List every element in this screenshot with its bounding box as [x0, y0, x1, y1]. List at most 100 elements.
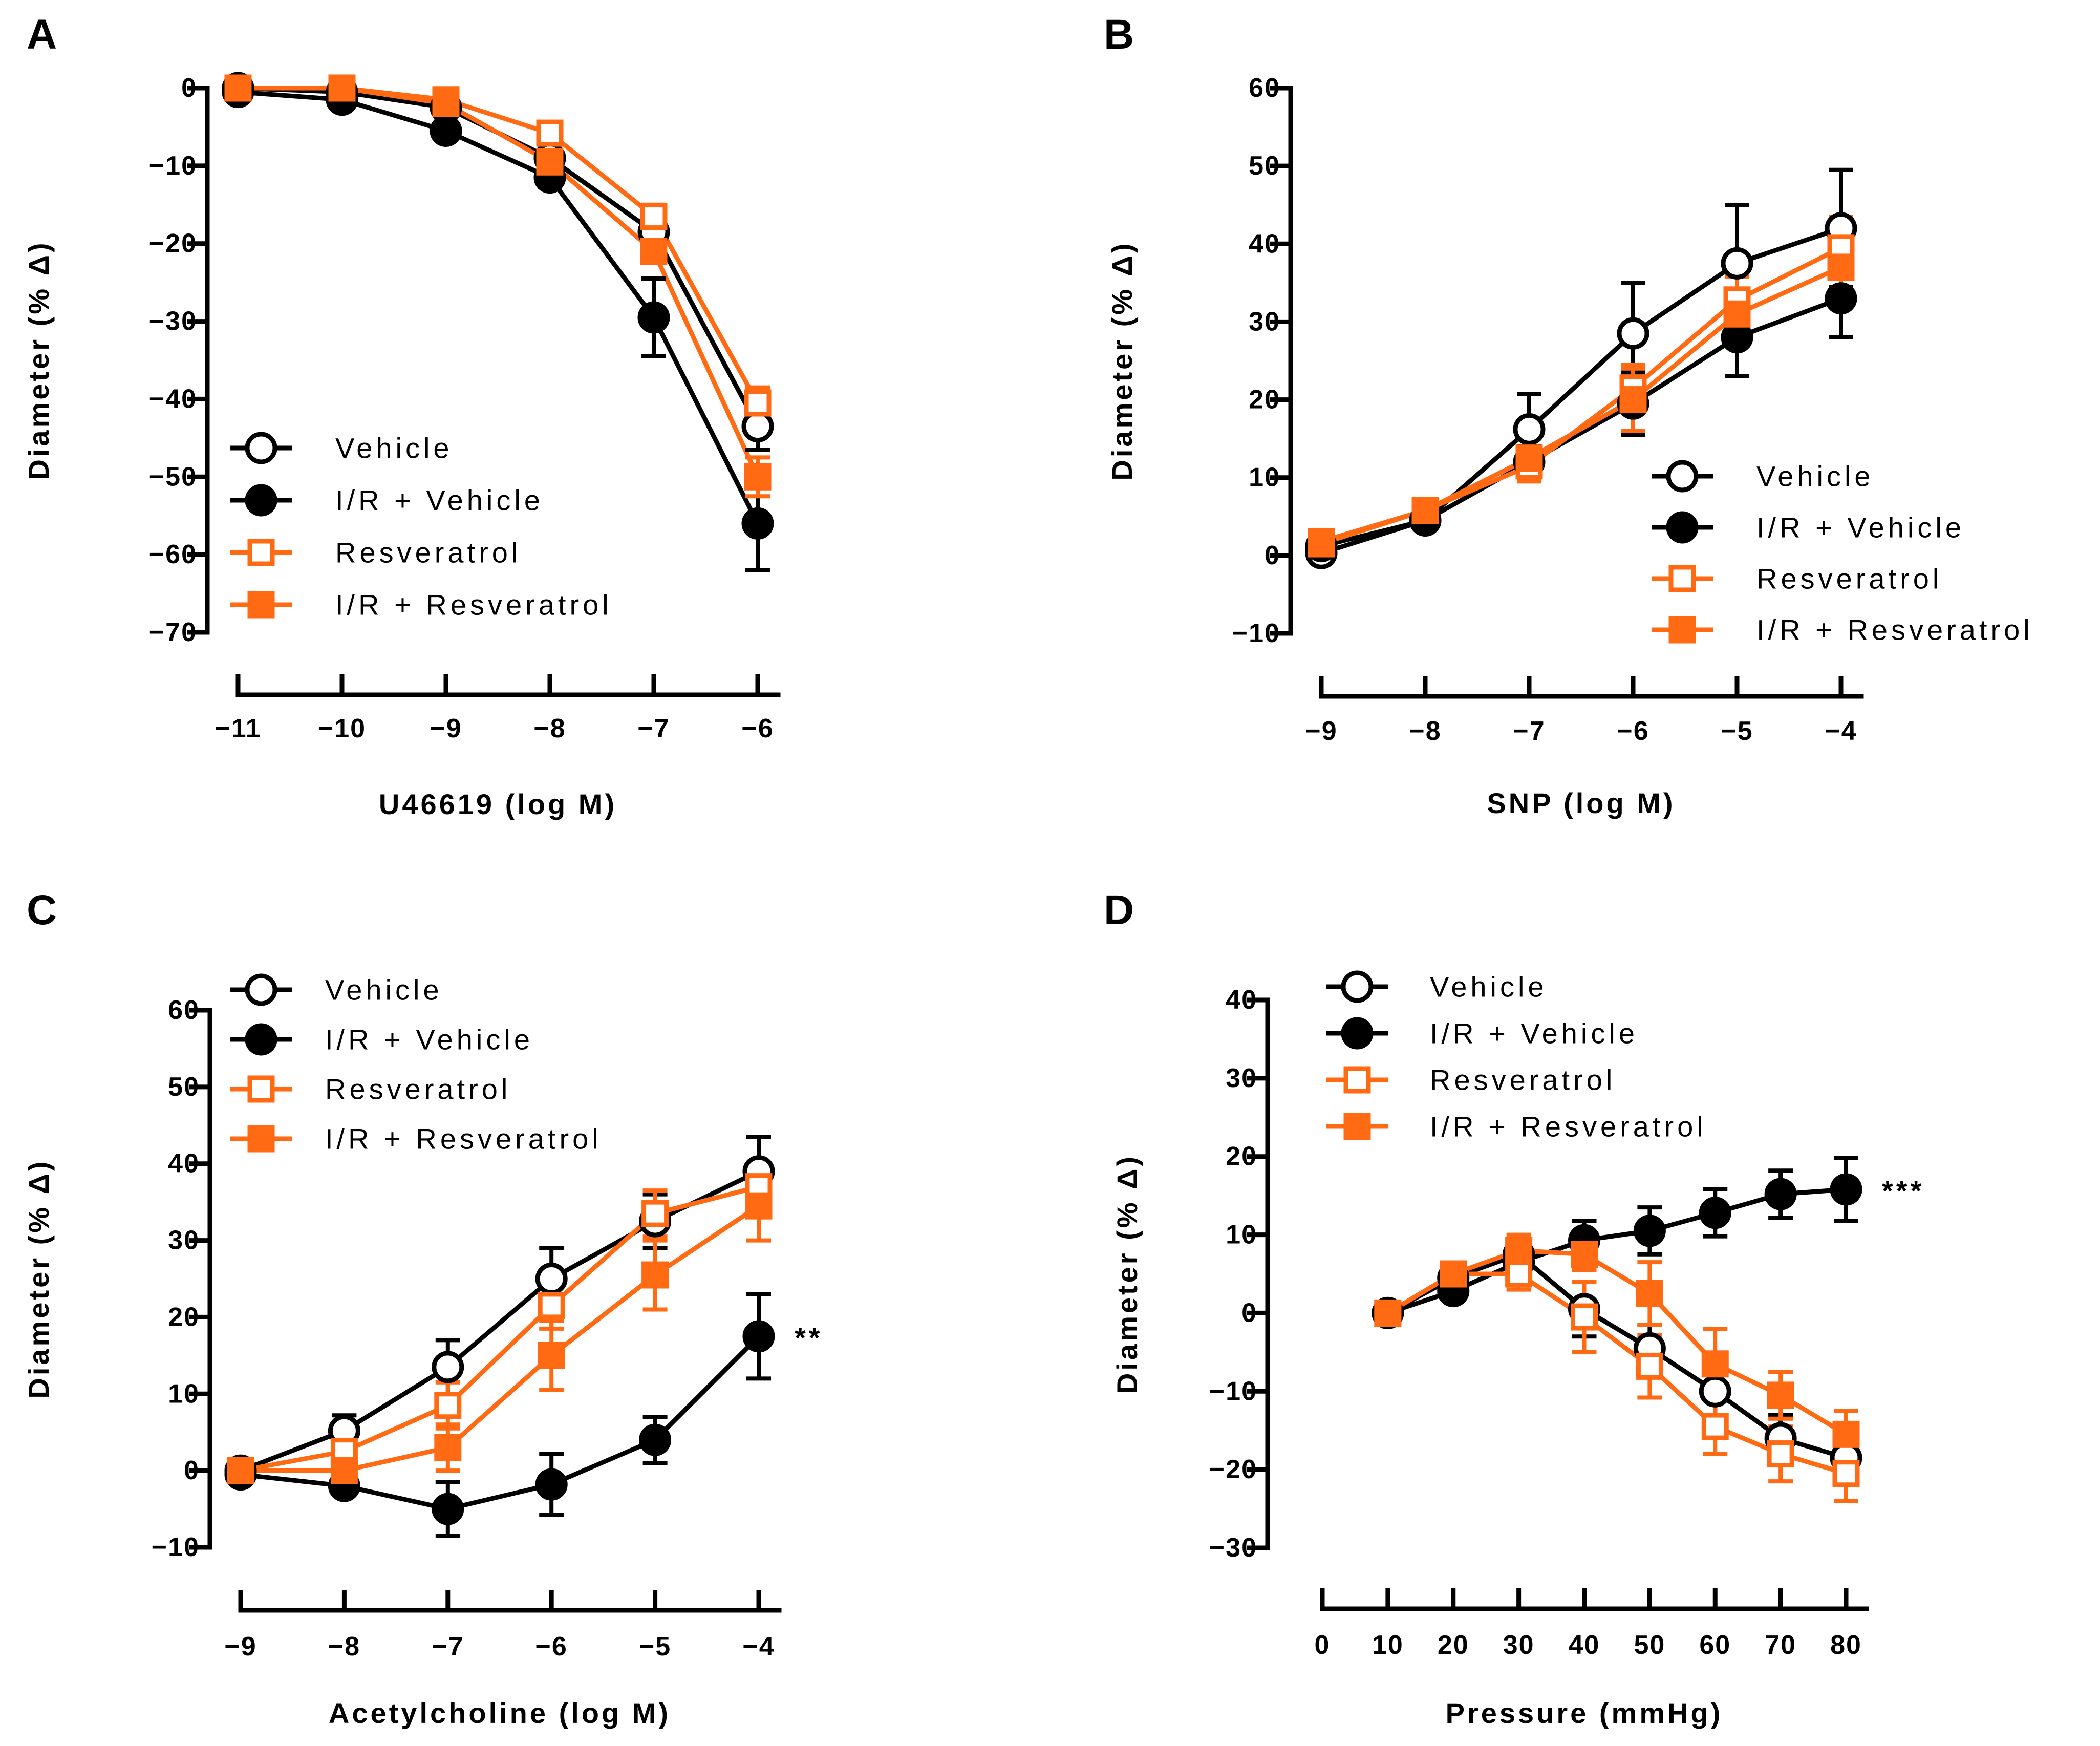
panel-c-data-point	[641, 1261, 669, 1289]
panel-a-y-tick-label: −70	[149, 618, 197, 647]
panel-a-data-point	[741, 410, 774, 443]
panel-d-x-tick-label: 50	[1634, 1630, 1665, 1660]
panel-b-y-tick-label: 10	[1249, 463, 1280, 493]
panel-d-x-tick-label: 60	[1699, 1630, 1731, 1660]
panel-a-legend-label: I/R + Resveratrol	[335, 589, 612, 621]
panel-d-data-point	[1764, 1178, 1797, 1210]
panel-a-x-tick-label: −10	[318, 714, 366, 743]
panel-c-data-point	[538, 1292, 565, 1319]
panel-d-data-point	[1699, 1197, 1731, 1229]
panel-d-data-point	[1699, 1375, 1731, 1408]
panel-a-y-tick-label: −20	[149, 229, 197, 259]
panel-b-legend-label: I/R + Vehicle	[1756, 512, 1965, 544]
panel-d-legend-label: I/R + Resveratrol	[1430, 1111, 1707, 1143]
panel-b-data-point	[1723, 300, 1751, 328]
panel-a-data-point	[637, 301, 670, 334]
panel-d-letter: D	[1104, 887, 1134, 933]
panel-c-x-tick-label: −5	[639, 1632, 671, 1662]
panel-a-y-tick-label: −60	[149, 540, 197, 569]
panel-b-legend-marker	[1666, 460, 1699, 493]
panel-d-y-tick-label: 40	[1226, 985, 1257, 1015]
panel-b-x-tick-label: −4	[1825, 716, 1857, 746]
panel-a-data-point	[224, 74, 252, 102]
panel-a-legend-marker	[245, 484, 277, 517]
panel-b-data-point	[1825, 282, 1857, 315]
panel-a-x-tick-label: −11	[215, 714, 261, 743]
panel-d-legend-marker	[1343, 1113, 1371, 1140]
panel-b-legend-marker	[1668, 616, 1696, 644]
panel-a-letter: A	[27, 11, 57, 58]
panel-a-data-point	[536, 148, 564, 176]
panel-b-data-point	[1411, 497, 1439, 524]
panel-c-y-tick-label: 50	[168, 1072, 200, 1102]
panel-a-series-line	[238, 86, 760, 478]
panel-b-series-line	[1320, 296, 1842, 548]
panel-a-legend-marker	[245, 432, 277, 464]
panel-b-legend-label: I/R + Resveratrol	[1756, 614, 2033, 646]
panel-a-legend-label: Resveratrol	[335, 537, 521, 569]
panel-a-legend-marker	[247, 539, 275, 566]
panel-a-data-point	[430, 115, 462, 147]
panel-b-y-tick-label: 40	[1249, 229, 1280, 259]
panel-b-data-point	[1513, 413, 1546, 445]
panel-c-chart: C 60 50 40 30 20 10 0 −10 −9 −8 −7 −6 −5 −4 Acetylcholi…	[23, 887, 820, 1729]
panel-c-data-point	[434, 1392, 462, 1419]
panel-c-y-axis-title: Diameter (% Δ)	[23, 1159, 55, 1398]
panel-d-data-point	[1701, 1413, 1729, 1440]
panel-a-x-tick-label: −8	[533, 714, 566, 743]
panel-b-legend-marker	[1668, 565, 1696, 592]
panel-d-data-point	[1440, 1260, 1467, 1288]
panel-c-letter: C	[27, 887, 57, 933]
panel-d-data-point	[1571, 1241, 1598, 1268]
panel-b-y-tick-label: 30	[1249, 307, 1280, 336]
panel-c-data-point	[535, 1468, 568, 1501]
panel-d-data-point	[1830, 1173, 1862, 1206]
panel-c-y-tick-label: 0	[184, 1456, 200, 1485]
panel-b-data-point	[1827, 253, 1855, 281]
panel-a-series-line	[238, 90, 760, 525]
panel-c-data-point	[639, 1423, 672, 1456]
panel-b-letter: B	[1104, 11, 1134, 58]
panel-a-legend-label: I/R + Vehicle	[335, 484, 544, 517]
panel-c-data-point	[742, 1320, 775, 1353]
panel-d-significance-label: ***	[1882, 1175, 1924, 1207]
panel-b-y-tick-label: 60	[1249, 73, 1280, 103]
panel-b-x-tick-label: −7	[1513, 716, 1545, 746]
panel-b-x-tick-label: −6	[1617, 716, 1649, 746]
panel-d-data-point	[1701, 1350, 1729, 1378]
panel-a-y-tick-label: −30	[149, 307, 197, 336]
panel-d-y-tick-label: 30	[1226, 1063, 1257, 1093]
panel-a-data-point	[432, 90, 460, 117]
panel-d-legend-label: I/R + Vehicle	[1430, 1017, 1638, 1050]
panel-b-series-line	[1320, 226, 1842, 556]
panel-c-y-tick-label: 30	[168, 1226, 200, 1255]
panel-c-data-point	[432, 1351, 464, 1383]
panel-d-y-tick-label: −20	[1209, 1455, 1257, 1484]
panel-d-x-tick-label: 20	[1438, 1630, 1469, 1660]
panel-b-x-tick-label: −9	[1305, 716, 1337, 746]
panel-c-legend-label: Resveratrol	[325, 1073, 511, 1105]
panel-a-series-line	[238, 86, 760, 428]
panel-a-y-tick-label: −10	[149, 151, 197, 181]
panel-c-series-line	[241, 1204, 760, 1473]
panel-b-y-tick-label: 50	[1249, 151, 1280, 181]
panel-d-y-tick-label: −30	[1209, 1533, 1257, 1563]
panel-c-series-line	[240, 1334, 761, 1511]
panel-d-x-tick-label: 10	[1372, 1630, 1404, 1660]
panel-d-data-point	[1767, 1381, 1794, 1409]
panel-a-legend-label: Vehicle	[335, 432, 453, 464]
panel-d-data-point	[1636, 1280, 1663, 1307]
panel-d-legend-marker	[1341, 970, 1374, 1003]
panel-c-series-line	[240, 1184, 760, 1473]
panel-d-data-point	[1505, 1237, 1533, 1264]
panel-c-series-line	[240, 1169, 760, 1473]
panel-d-x-tick-label: 30	[1503, 1630, 1535, 1660]
panel-c-data-point	[330, 1457, 358, 1484]
panel-c-x-tick-label: −6	[535, 1632, 568, 1662]
panel-a-y-axis-title: Diameter (% Δ)	[23, 240, 55, 480]
panel-c-legend-marker	[245, 973, 277, 1006]
panel-a-y-tick-label: −50	[149, 462, 197, 492]
panel-c-legend-label: I/R + Vehicle	[325, 1024, 533, 1056]
panel-a-x-tick-label: −6	[741, 714, 774, 743]
